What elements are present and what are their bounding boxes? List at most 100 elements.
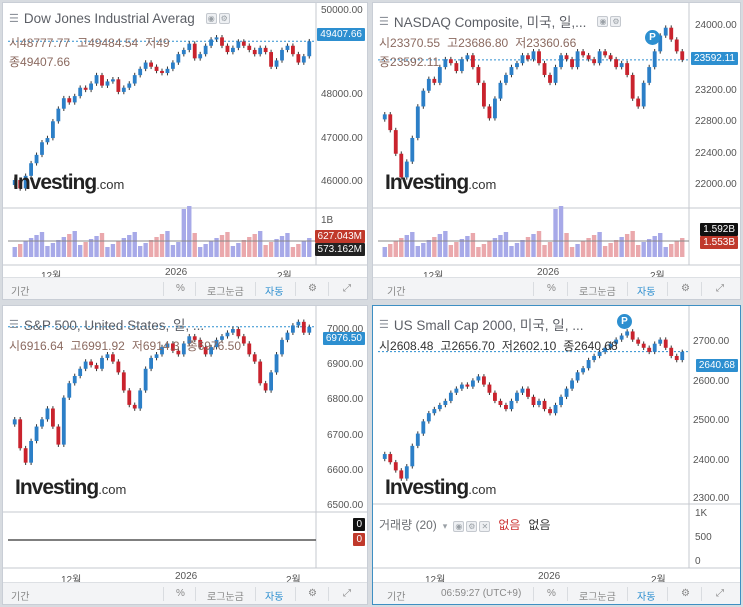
sp500-chart-svg[interactable] (3, 306, 368, 605)
settings-icon[interactable]: ⚙ (218, 13, 230, 24)
dow-chart-svg[interactable] (3, 3, 368, 300)
visibility-icon[interactable]: ◉ (205, 13, 217, 24)
settings-icon[interactable]: ⚙ (466, 521, 478, 532)
volume-bar (454, 242, 459, 257)
chart-panel-russell[interactable]: ☰ US Small Cap 2000, 미국, 일, ... P 시2608.4… (372, 305, 741, 605)
candle-body (658, 339, 663, 344)
candle-body (382, 454, 387, 459)
volume-bar (18, 244, 23, 257)
chart-panel-dow[interactable]: ☰ Dow Jones Industrial Averag ◉ ⚙ 시48777.77… (2, 2, 368, 300)
candle-body (176, 54, 181, 63)
candle-body (274, 354, 279, 373)
volume-bar (225, 232, 230, 257)
chart-panel-sp500[interactable]: ☰ S&P 500, United States, 일, ... 시6916.64… (2, 305, 368, 605)
expand-icon[interactable]: ⤢ (343, 283, 351, 294)
x-tick: 12월 (61, 575, 82, 586)
auto-scale-button[interactable]: 자동 (637, 287, 656, 298)
volume-bar (432, 237, 437, 257)
expand-icon[interactable]: ⤢ (343, 588, 351, 599)
volume-bar (575, 244, 580, 257)
candle-body (132, 75, 137, 84)
settings-icon[interactable]: ⚙ (681, 588, 690, 599)
y-tick: 47000.00 (321, 133, 363, 144)
candle-body (658, 35, 663, 52)
chart-toolbar: 기간 % 로그눈금 자동 ⚙ ⤢ (373, 277, 740, 299)
settings-icon[interactable]: ⚙ (681, 283, 690, 294)
collapse-icon[interactable]: ☰ (9, 13, 19, 25)
volume-bar (296, 244, 301, 257)
log-scale-button[interactable]: 로그눈금 (579, 592, 616, 603)
collapse-icon[interactable]: ☰ (9, 318, 19, 331)
candle-body (94, 365, 99, 369)
low-value: 저6914.3 (131, 339, 180, 353)
close-icon[interactable]: ✕ (479, 521, 491, 532)
candle-body (553, 405, 558, 414)
collapse-icon[interactable]: ☰ (379, 318, 389, 331)
candle-body (388, 114, 393, 131)
volume-bar (274, 239, 279, 257)
candle-body (307, 41, 312, 57)
dow-close: 종49407.66 (9, 53, 77, 70)
volume-bar (498, 235, 503, 257)
x-tick: 2026 (537, 267, 560, 278)
auto-scale-button[interactable]: 자동 (265, 592, 284, 603)
volume-dropdown-icon[interactable]: ▾ (442, 521, 448, 531)
auto-scale-button[interactable]: 자동 (265, 287, 284, 298)
period-button[interactable]: 기간 (387, 287, 406, 298)
settings-icon[interactable]: ⚙ (308, 283, 317, 294)
russell-chart-svg[interactable] (373, 306, 741, 605)
volume-bar (138, 246, 143, 257)
percent-button[interactable]: % (176, 588, 185, 599)
log-scale-button[interactable]: 로그눈금 (579, 287, 616, 298)
chart-panel-nasdaq[interactable]: ☰ NASDAQ Composite, 미국, 일,... ◉ ⚙ 시23370.55… (372, 2, 741, 300)
candle-body (160, 70, 164, 74)
candle-body (209, 347, 213, 355)
volume-bar (470, 233, 476, 257)
candle-body (29, 441, 33, 463)
period-button[interactable]: 기간 (11, 592, 30, 603)
volume-bar (547, 242, 553, 257)
volume-bar (382, 247, 387, 257)
candle-body (586, 55, 591, 60)
chart-toolbar: 기간 % 로그눈금 자동 ⚙ ⤢ (3, 582, 367, 604)
collapse-icon[interactable]: ☰ (379, 15, 389, 28)
period-button[interactable]: 기간 (11, 287, 30, 298)
pin-badge-icon[interactable]: P (617, 314, 632, 329)
expand-icon[interactable]: ⤢ (716, 283, 724, 294)
percent-button[interactable]: % (176, 283, 185, 294)
settings-icon[interactable]: ⚙ (308, 588, 317, 599)
visibility-icon[interactable]: ◉ (453, 521, 465, 532)
candle-body (454, 388, 459, 393)
volume-bar (635, 245, 641, 257)
period-button[interactable]: 기간 (387, 592, 406, 603)
percent-button[interactable]: % (547, 588, 556, 599)
candle-body (176, 350, 181, 355)
volume-bar (646, 239, 652, 257)
high-value: 고23686.80 (447, 36, 509, 50)
dow-header-icons: ◉ ⚙ (205, 13, 230, 24)
volume-bar (553, 209, 558, 257)
x-tick: 2026 (175, 571, 198, 582)
settings-icon[interactable]: ⚙ (610, 15, 622, 27)
candle-body (669, 347, 674, 356)
log-scale-button[interactable]: 로그눈금 (207, 287, 244, 298)
volume-label: 거래량 (20) ▾ ◉ ⚙ ✕ 없음 없음 (379, 516, 551, 533)
volume-bar (619, 237, 624, 257)
expand-icon[interactable]: ⤢ (716, 588, 724, 599)
percent-button[interactable]: % (547, 283, 556, 294)
candle-body (432, 409, 437, 414)
candle-body (636, 339, 641, 344)
candle-body (23, 175, 28, 189)
volume-bar (258, 231, 263, 257)
candle-body (520, 55, 525, 64)
pin-badge-icon[interactable]: P (645, 30, 660, 45)
auto-scale-button[interactable]: 자동 (637, 592, 656, 603)
volume-bar (285, 233, 290, 257)
candle-body (404, 161, 409, 178)
visibility-icon[interactable]: ◉ (597, 15, 609, 27)
candle-body (181, 343, 186, 355)
nasdaq-chart-svg[interactable] (373, 3, 741, 300)
candle-body (680, 51, 685, 60)
candle-body (12, 180, 17, 186)
log-scale-button[interactable]: 로그눈금 (207, 592, 244, 603)
